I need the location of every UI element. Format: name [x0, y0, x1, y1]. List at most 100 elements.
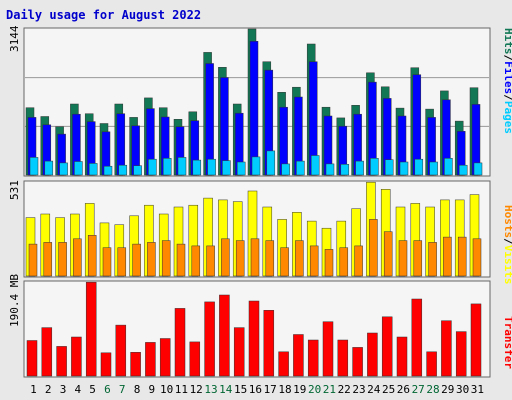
hosts-bar-day-18	[280, 247, 289, 277]
transfer-bar-day-29	[441, 320, 452, 377]
day-tick-20: 20	[308, 383, 321, 396]
hosts-bar-day-5	[87, 235, 97, 277]
transfer-bar-day-24	[367, 332, 378, 377]
day-tick-27: 27	[412, 383, 425, 396]
day-tick-11: 11	[175, 383, 188, 396]
files-bar-day-13	[205, 63, 214, 176]
hosts-bar-day-11	[176, 243, 186, 277]
hosts-bar-day-30	[457, 236, 467, 277]
hits-y-max-label: 3144	[8, 25, 21, 52]
transfer-y-max-label: 190.4 MB	[8, 274, 21, 327]
transfer-bar-day-22	[337, 339, 349, 377]
transfer-bar-day-30	[455, 331, 467, 377]
hosts-bar-day-9	[147, 242, 156, 277]
day-tick-12: 12	[190, 383, 203, 396]
day-tick-15: 15	[234, 383, 247, 396]
pages-bar-day-17	[266, 150, 276, 176]
pages-bar-day-25	[384, 159, 394, 176]
day-tick-25: 25	[382, 383, 395, 396]
pages-bar-day-5	[88, 163, 98, 176]
hosts-bar-day-13	[206, 245, 215, 277]
legend-visits-2: Visits	[502, 245, 512, 285]
pages-bar-day-13	[207, 158, 216, 176]
visits-y-max-label: 531	[8, 180, 21, 200]
transfer-bar-day-19	[293, 334, 304, 377]
day-tick-6: 6	[104, 383, 111, 396]
day-tick-28: 28	[426, 383, 439, 396]
day-tick-23: 23	[352, 383, 365, 396]
day-tick-4: 4	[74, 383, 81, 396]
day-tick-19: 19	[293, 383, 306, 396]
pages-bar-day-18	[281, 163, 290, 176]
day-tick-13: 13	[204, 383, 217, 396]
hosts-bar-day-21	[324, 249, 334, 277]
transfer-legend: Transfer	[502, 316, 512, 369]
hosts-bar-day-8	[132, 243, 141, 277]
hosts-bar-day-19	[295, 240, 304, 277]
day-tick-3: 3	[60, 383, 67, 396]
transfer-bar-day-18	[278, 351, 289, 377]
transfer-bar-day-8	[130, 352, 141, 377]
day-tick-31: 31	[471, 383, 484, 396]
hosts-bar-day-31	[472, 238, 482, 277]
pages-bar-day-11	[177, 157, 187, 176]
pages-bar-day-15	[236, 161, 246, 176]
hosts-bar-day-14	[221, 238, 230, 277]
day-tick-18: 18	[278, 383, 291, 396]
day-tick-24: 24	[367, 383, 381, 396]
transfer-bar-day-25	[381, 316, 393, 377]
pages-bar-day-6	[103, 165, 113, 176]
files-bar-day-16	[249, 41, 259, 176]
transfer-bar-day-11	[174, 308, 186, 377]
transfer-bar-day-26	[396, 336, 408, 377]
transfer-bar-day-12	[189, 341, 201, 377]
chart-title: Daily usage for August 2022	[6, 8, 201, 22]
legend-hits-0: Hits	[502, 28, 512, 55]
transfer-bar-day-20	[307, 339, 319, 377]
pages-bar-day-2	[44, 160, 54, 176]
day-tick-labels: 1 2 3 4 5 6 7 8 9 10 11 12 13 14 15 16 17 18 19 20 21 22 23 24 2…	[30, 383, 484, 396]
day-tick-26: 26	[397, 383, 410, 396]
hits-files-pages-legend: Hits/Files/Pages	[502, 28, 512, 134]
legend-transfer-0: Transfer	[502, 316, 512, 369]
hosts-bar-day-2	[43, 242, 53, 277]
hosts-bar-day-12	[191, 245, 201, 277]
pages-bar-day-21	[325, 163, 335, 176]
pages-bar-day-16	[251, 156, 261, 176]
transfer-bar-day-31	[470, 303, 482, 377]
transfer-bar-day-6	[100, 352, 112, 377]
pages-bar-day-20	[310, 155, 320, 176]
day-tick-10: 10	[160, 383, 173, 396]
hosts-bar-day-7	[117, 247, 127, 277]
pages-bar-day-29	[444, 158, 453, 176]
transfer-bar-day-5	[85, 281, 97, 377]
day-tick-9: 9	[148, 383, 155, 396]
pages-bar-day-22	[340, 164, 350, 176]
day-tick-29: 29	[441, 383, 454, 396]
hosts-visits-legend: Hosts/Visits	[502, 205, 512, 285]
pages-bar-day-28	[429, 161, 438, 176]
pages-bar-day-3	[59, 162, 68, 176]
hosts-bar-day-28	[428, 242, 437, 277]
pages-bar-day-19	[296, 160, 305, 176]
transfer-bar-day-16	[248, 300, 260, 377]
pages-bar-day-30	[458, 164, 468, 176]
transfer-bar-day-15	[233, 327, 245, 377]
day-tick-14: 14	[219, 383, 233, 396]
pages-bar-day-4	[74, 161, 83, 176]
hosts-bar-day-20	[309, 245, 319, 277]
transfer-bar-day-3	[56, 346, 67, 377]
day-tick-1: 1	[30, 383, 37, 396]
hosts-bar-day-3	[58, 242, 67, 277]
legend-pages-4: Pages	[502, 101, 512, 134]
pages-bar-day-10	[162, 158, 172, 176]
day-tick-30: 30	[456, 383, 469, 396]
chart-bars	[25, 28, 483, 377]
hosts-bar-day-6	[102, 247, 112, 277]
hosts-bar-day-25	[383, 231, 393, 277]
day-tick-5: 5	[89, 383, 96, 396]
transfer-bar-day-4	[71, 336, 82, 377]
day-tick-17: 17	[264, 383, 277, 396]
pages-bar-day-12	[192, 159, 202, 176]
